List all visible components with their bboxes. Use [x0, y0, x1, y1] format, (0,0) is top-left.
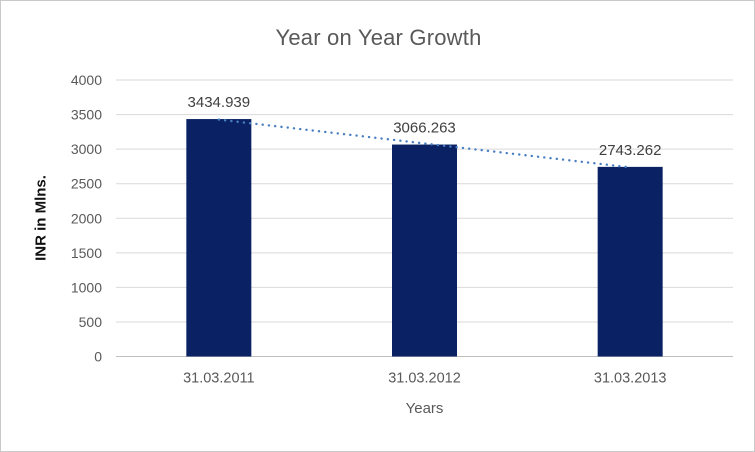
y-tick-label: 3000 [71, 141, 102, 157]
bar [597, 166, 663, 357]
y-tick-label: 1500 [71, 245, 102, 261]
y-tick-label: 2000 [71, 210, 102, 226]
y-tick-label: 1000 [71, 279, 102, 295]
x-tick-label: 31.03.2013 [594, 371, 667, 387]
y-tick-label: 4000 [71, 72, 102, 88]
y-tick-label: 3500 [71, 107, 102, 123]
bar [186, 119, 252, 357]
trendline [217, 118, 632, 169]
x-tick-label: 31.03.2012 [388, 371, 461, 387]
bar-data-label: 3434.939 [188, 94, 251, 111]
chart-title: Year on Year Growth [275, 25, 482, 50]
bar [392, 144, 457, 357]
x-tick-label: 31.03.2011 [183, 371, 255, 387]
y-tick-label: 0 [94, 349, 102, 365]
bar-data-label: 2743.262 [599, 142, 662, 159]
y-tick-label: 500 [79, 314, 103, 330]
x-axis-title: Years [405, 400, 444, 417]
bar-data-label: 3066.263 [393, 120, 456, 137]
y-tick-label: 2500 [71, 176, 102, 192]
